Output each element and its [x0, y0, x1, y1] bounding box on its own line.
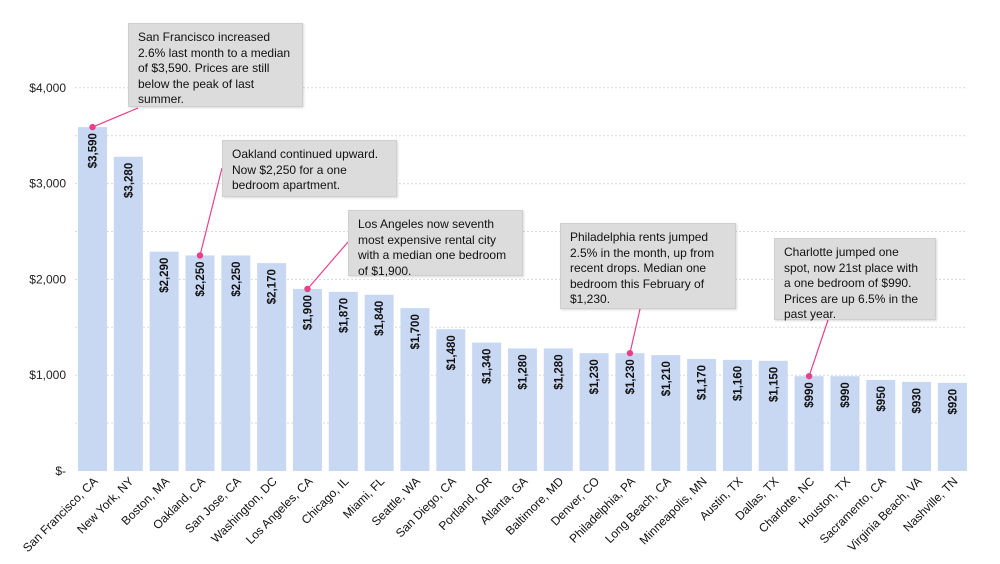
- value-label: $3,590: [88, 133, 100, 168]
- bar-charlotte-nc: [794, 376, 824, 471]
- value-label: $1,700: [410, 314, 422, 349]
- y-tick-label: $4,000: [29, 81, 66, 95]
- bar-new-york-ny: [113, 156, 143, 471]
- bar-nashville-tn: [937, 382, 967, 471]
- bar-minneapolis-mn: [687, 358, 717, 471]
- bar-washington-dc: [257, 263, 287, 471]
- bar-los-angeles-ca: [292, 288, 322, 471]
- marker-oakland-ca: [196, 252, 204, 259]
- leader-los-angeles-ca: [307, 241, 349, 290]
- bar-baltimore-md: [543, 348, 573, 471]
- value-label: $1,230: [589, 359, 601, 394]
- bar-san-francisco-ca: [78, 127, 107, 471]
- value-label: $1,230: [625, 359, 637, 394]
- value-label: $1,280: [517, 354, 529, 389]
- value-label: $990: [804, 382, 816, 408]
- value-label: $2,290: [159, 258, 171, 293]
- value-label: $1,210: [661, 361, 673, 396]
- y-tick-label: $-: [55, 464, 66, 478]
- bar-san-diego-ca: [436, 329, 466, 471]
- annotation-charlotte: Charlotte jumped one spot, now 21st plac…: [774, 238, 936, 321]
- leader-charlotte-nc: [808, 319, 829, 377]
- bar-atlanta-ga: [507, 348, 537, 471]
- marker-philadelphia-pa: [626, 349, 634, 357]
- leader-philadelphia-pa: [629, 308, 641, 354]
- value-label: $1,280: [553, 354, 565, 389]
- bar-boston-ma: [149, 251, 179, 471]
- bar-dallas-tx: [758, 360, 788, 471]
- value-label: $1,870: [338, 298, 350, 333]
- marker-charlotte-nc: [805, 372, 813, 380]
- marker-los-angeles-ca: [304, 285, 311, 293]
- annotation-los-angeles: Los Angeles now seventh most expensive r…: [348, 210, 523, 278]
- value-label: $3,280: [123, 163, 135, 198]
- annotation-philadelphia: Philadelphia rents jumped 2.5% in the mo…: [560, 223, 736, 309]
- bar-philadelphia-pa: [615, 353, 645, 471]
- value-label: $920: [947, 389, 959, 415]
- annotation-oakland: Oakland continued upward. Now $2,250 for…: [222, 140, 397, 197]
- value-label: $1,900: [302, 295, 314, 330]
- leader-san-francisco-ca: [92, 107, 139, 128]
- value-label: $1,160: [732, 366, 744, 401]
- annotation-san-francisco: San Francisco increased 2.6% last month …: [128, 23, 303, 107]
- value-label: $1,340: [482, 349, 494, 384]
- bar-san-jose-ca: [221, 255, 251, 471]
- value-label: $2,250: [195, 261, 207, 296]
- value-label: $1,170: [697, 365, 709, 400]
- bar-seattle-wa: [400, 308, 430, 471]
- bar-virginia-beach-va: [902, 381, 932, 471]
- bar-portland-or: [472, 342, 502, 471]
- value-label: $930: [912, 388, 924, 414]
- value-label: $1,150: [768, 367, 780, 402]
- bar-austin-tx: [722, 359, 752, 471]
- bar-oakland-ca: [185, 255, 215, 471]
- marker-san-francisco-ca: [89, 123, 96, 131]
- bar-chicago-il: [328, 291, 358, 471]
- bar-sacramento-ca: [866, 379, 896, 471]
- bar-denver-co: [579, 353, 609, 471]
- value-label: $950: [876, 386, 888, 412]
- y-tick-label: $3,000: [29, 177, 66, 191]
- value-label: $1,840: [374, 301, 386, 336]
- y-tick-label: $2,000: [29, 272, 66, 286]
- bar-miami-fl: [364, 294, 394, 471]
- value-label: $2,170: [267, 269, 279, 304]
- y-tick-label: $1,000: [29, 368, 66, 382]
- bar-houston-tx: [830, 376, 860, 471]
- bar-long-beach-ca: [651, 355, 681, 471]
- value-label: $2,250: [231, 261, 243, 296]
- value-label: $990: [840, 382, 852, 408]
- leader-oakland-ca: [199, 167, 223, 256]
- value-label: $1,480: [446, 335, 458, 370]
